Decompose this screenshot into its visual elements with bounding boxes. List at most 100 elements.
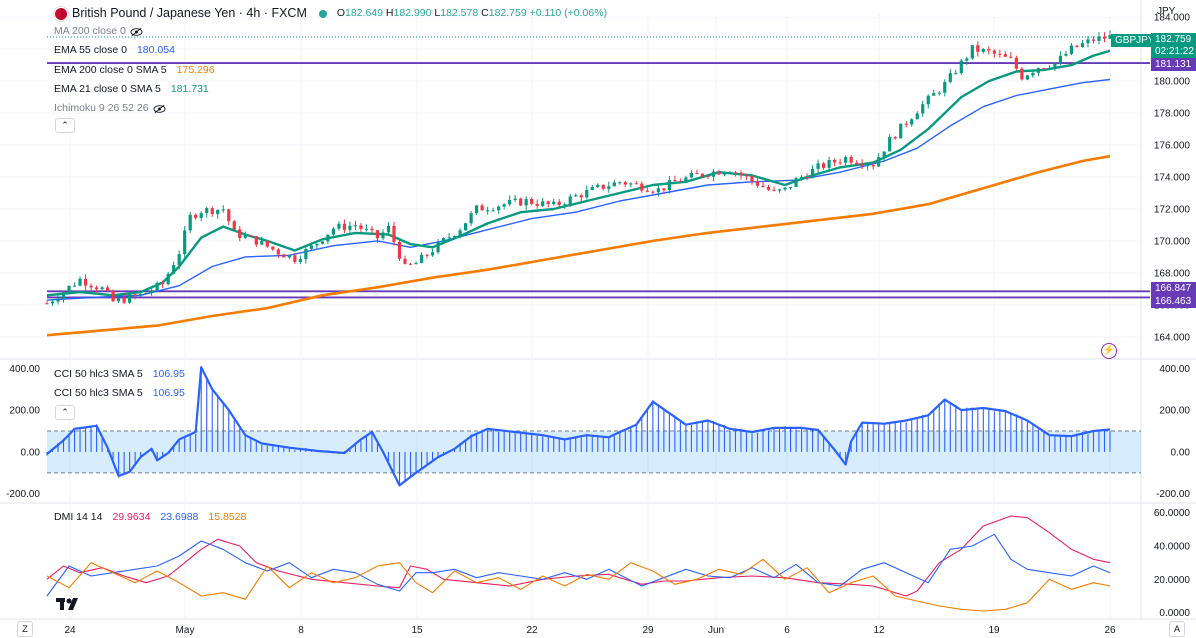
- candle-body: [447, 237, 451, 239]
- candle-body: [1042, 68, 1046, 70]
- cci-pane[interactable]: [46, 366, 1141, 487]
- candle-body: [1108, 35, 1112, 39]
- candle-body: [673, 180, 677, 182]
- collapse-legend-button[interactable]: ⌃: [55, 118, 75, 133]
- candle-body: [937, 92, 941, 94]
- dmi-tick-label: 0.0000: [1159, 608, 1190, 619]
- candle-body: [419, 254, 424, 264]
- time-tick-label: 22: [526, 625, 538, 636]
- candle-body: [172, 265, 176, 274]
- collapse-cci-legend-button[interactable]: ⌃: [55, 405, 75, 420]
- price-tick-label: 184.000: [1154, 13, 1191, 24]
- candle-body: [469, 213, 473, 224]
- currency-label: JPY: [1157, 6, 1176, 17]
- candle-body: [640, 183, 644, 191]
- price-tick-label: 170.000: [1154, 236, 1191, 247]
- eye-hidden-icon[interactable]: [130, 27, 143, 37]
- price-tick-label: 172.000: [1154, 204, 1191, 215]
- candle-body: [722, 173, 727, 175]
- candle-body: [320, 241, 324, 244]
- candle-body: [557, 201, 561, 205]
- dmi-tick-label: 60.0000: [1154, 508, 1191, 519]
- candle-body: [1075, 45, 1079, 47]
- legend-ma200[interactable]: MA 200 close 0: [54, 22, 215, 41]
- candle-body: [199, 213, 203, 218]
- candle-body: [221, 209, 225, 211]
- ema21-line: [46, 49, 1111, 297]
- candle-body: [139, 293, 143, 296]
- candle-body: [161, 282, 165, 285]
- legend-ema55[interactable]: EMA 55 close 0 180.054: [54, 44, 175, 57]
- lightning-icon[interactable]: ⚡: [1101, 343, 1117, 359]
- candle-body: [150, 290, 154, 293]
- legend-ema200[interactable]: EMA 200 close 0 SMA 5 175.296: [54, 63, 215, 76]
- candle-body: [579, 195, 583, 198]
- candle-body: [293, 255, 297, 262]
- candle-body: [117, 297, 121, 302]
- candle-body: [695, 173, 699, 175]
- cci-tick-label-right: 400.00: [1159, 364, 1190, 375]
- legend-ichimoku[interactable]: Ichimoku 9 26 52 26: [54, 99, 215, 118]
- time-tick-label: 29: [642, 625, 654, 636]
- plus-di-line: [46, 533, 1111, 597]
- candle-body: [623, 182, 627, 185]
- cci-tick-label-left: 400.00: [9, 364, 40, 375]
- tradingview-logo-icon: [56, 597, 82, 614]
- candle-body: [535, 203, 539, 206]
- cci-tick-label-right: 0.00: [1171, 447, 1191, 458]
- auto-scale-button[interactable]: A: [1169, 621, 1185, 637]
- candle-body: [508, 199, 512, 205]
- candle-body: [706, 176, 710, 178]
- candle-body: [282, 254, 286, 258]
- candle-body: [992, 50, 996, 54]
- time-tick-label: May: [176, 625, 195, 636]
- time-tick-label: 12: [873, 625, 885, 636]
- symbol-name[interactable]: British Pound / Japanese Yen · 4h · FXCM: [72, 6, 307, 21]
- candle-body: [326, 234, 330, 242]
- candle-body: [656, 188, 660, 193]
- candle-body: [1097, 36, 1101, 41]
- candle-body: [612, 182, 616, 187]
- candle-body: [1036, 68, 1040, 73]
- candle-body: [342, 223, 347, 230]
- candle-body: [89, 285, 93, 288]
- candle-body: [959, 60, 963, 74]
- candle-body: [463, 223, 468, 231]
- time-tick-label: 8: [298, 625, 304, 636]
- dmi-pane[interactable]: [46, 515, 1111, 612]
- candle-body: [733, 172, 738, 174]
- candle-body: [359, 225, 363, 229]
- candle-body: [45, 303, 49, 305]
- cci-tick-label-left: 0.00: [21, 447, 41, 458]
- candle-body: [629, 183, 633, 185]
- hline-price-tag-1: 181.131: [1151, 58, 1196, 71]
- candle-body: [816, 163, 820, 169]
- candle-body: [866, 165, 870, 167]
- candle-body: [331, 228, 336, 235]
- candle-body: [232, 221, 236, 230]
- candle-body: [766, 186, 771, 190]
- candle-body: [375, 230, 380, 239]
- legend-ema21[interactable]: EMA 21 close 0 SMA 5 181.731: [54, 83, 209, 96]
- candle-body: [998, 53, 1002, 55]
- candle-body: [441, 238, 446, 242]
- candle-body: [634, 183, 638, 185]
- candle-body: [844, 157, 848, 163]
- candle-body: [568, 196, 572, 205]
- eye-hidden-icon[interactable]: [153, 104, 166, 114]
- price-pane[interactable]: [45, 30, 1150, 337]
- candle-body: [893, 137, 897, 139]
- candle-body: [353, 225, 358, 227]
- candle-body: [855, 162, 859, 164]
- candle-body: [849, 157, 853, 163]
- candle-body: [61, 292, 66, 299]
- candle-body: [678, 181, 682, 183]
- candle-body: [590, 186, 594, 190]
- zoom-button[interactable]: Z: [17, 621, 33, 637]
- candle-body: [475, 205, 479, 214]
- candle-body: [260, 240, 264, 245]
- candle-body: [50, 301, 55, 304]
- adx-line: [46, 515, 1111, 597]
- candle-body: [249, 235, 253, 237]
